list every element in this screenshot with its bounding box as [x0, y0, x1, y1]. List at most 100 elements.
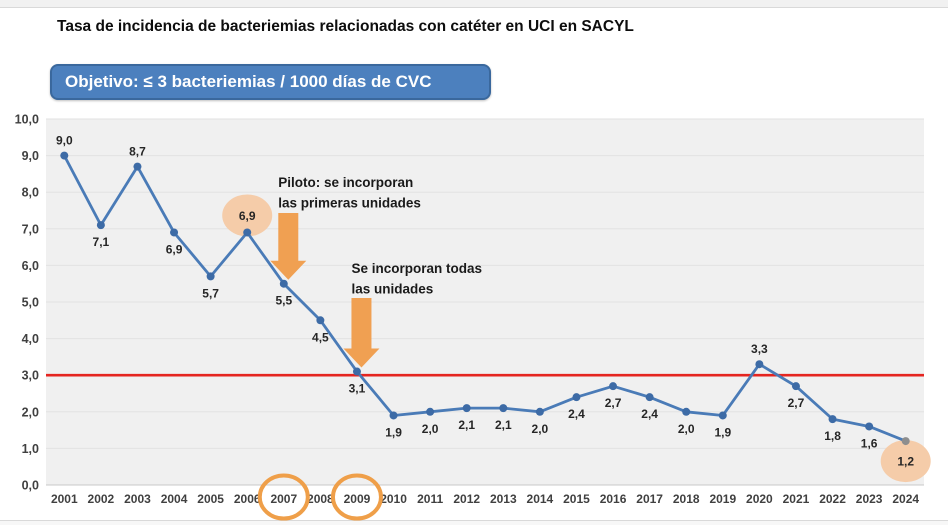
- data-point-2004: [170, 228, 179, 237]
- data-label-2015: 2,4: [568, 407, 585, 421]
- annotation-arrow-2007: [270, 213, 307, 280]
- data-point-2021: [791, 382, 800, 391]
- x-axis-tick-label: 2002: [88, 492, 115, 506]
- annotation-text-2007: las primeras unidades: [278, 196, 421, 211]
- data-point-2007: [279, 279, 288, 288]
- x-axis-tick-label: 2023: [856, 492, 883, 506]
- data-point-2022: [828, 415, 837, 424]
- x-axis-tick-label: 2020: [746, 492, 773, 506]
- x-axis-tick-label: 2018: [673, 492, 700, 506]
- data-label-2007: 5,5: [275, 294, 292, 308]
- y-axis-tick-label: 5,0: [22, 296, 39, 310]
- data-point-2001: [60, 151, 69, 160]
- data-label-2017: 2,4: [641, 407, 658, 421]
- x-axis-tick-label: 2022: [819, 492, 846, 506]
- highlight-circle-2006: [222, 194, 273, 237]
- y-axis-tick-label: 2,0: [22, 405, 39, 419]
- objective-banner: Objetivo: ≤ 3 bacteriemias / 1000 días d…: [50, 64, 491, 100]
- x-axis-tick-label: 2024: [892, 492, 919, 506]
- data-label-2001: 9,0: [56, 134, 73, 148]
- year-circle-2007: [257, 473, 310, 521]
- data-point-2019: [718, 411, 727, 420]
- x-axis-tick-label: 2003: [124, 492, 151, 506]
- data-label-2018: 2,0: [678, 422, 695, 436]
- data-point-2020: [755, 360, 764, 369]
- data-label-2004: 6,9: [166, 242, 183, 256]
- data-label-2020: 3,3: [751, 342, 768, 356]
- x-axis-tick-label: 2015: [563, 492, 590, 506]
- x-axis-tick-label: 2013: [490, 492, 517, 506]
- y-axis-tick-label: 1,0: [22, 442, 39, 456]
- data-point-2005: [206, 272, 215, 281]
- x-axis-tick-label: 2010: [380, 492, 407, 506]
- objective-label: Objetivo: ≤ 3 bacteriemias / 1000 días d…: [65, 72, 432, 91]
- x-axis-tick-label: 2009: [344, 492, 371, 506]
- x-axis-tick-label: 2019: [709, 492, 736, 506]
- annotation-text-2009: las unidades: [351, 282, 433, 297]
- chart-title: Tasa de incidencia de bacteriemias relac…: [57, 18, 634, 35]
- data-label-2010: 1,9: [385, 425, 402, 439]
- x-axis-tick-label: 2008: [307, 492, 334, 506]
- data-label-2019: 1,9: [714, 425, 731, 439]
- y-axis-tick-label: 4,0: [22, 332, 39, 346]
- series-line: [62, 154, 908, 443]
- x-axis-tick-label: 2014: [527, 492, 554, 506]
- x-axis-tick-label: 2011: [417, 492, 443, 506]
- data-point-2009: [352, 367, 361, 376]
- data-point-2006: [243, 228, 252, 237]
- data-point-2016: [609, 382, 618, 391]
- x-axis-tick-label: 2004: [161, 492, 188, 506]
- data-label-2023: 1,6: [861, 436, 878, 450]
- data-label-2003: 8,7: [129, 145, 146, 159]
- data-label-2012: 2,1: [458, 418, 475, 432]
- annotation-arrow-2009: [343, 298, 380, 368]
- data-label-2008: 4,5: [312, 330, 329, 344]
- x-axis-tick-label: 2017: [636, 492, 663, 506]
- y-axis-tick-label: 3,0: [22, 369, 39, 383]
- data-point-2003: [133, 162, 142, 171]
- data-label-2011: 2,0: [422, 422, 439, 436]
- annotation-text-2007: Piloto: se incorporan: [278, 175, 413, 190]
- x-axis-tick-label: 2005: [197, 492, 224, 506]
- data-label-2006: 6,9: [239, 209, 256, 223]
- data-label-2021: 2,7: [788, 396, 805, 410]
- data-label-2016: 2,7: [605, 396, 622, 410]
- data-point-2012: [462, 404, 471, 413]
- data-label-2009: 3,1: [349, 382, 366, 396]
- data-point-2011: [426, 407, 435, 416]
- data-point-2010: [389, 411, 398, 420]
- y-axis-tick-label: 10,0: [15, 113, 39, 127]
- annotation-text-2009: Se incorporan todas: [351, 261, 482, 276]
- data-label-2013: 2,1: [495, 418, 512, 432]
- data-point-2017: [645, 393, 654, 402]
- data-point-2002: [96, 221, 105, 230]
- y-axis-tick-label: 9,0: [22, 149, 39, 163]
- x-axis-tick-label: 2016: [600, 492, 627, 506]
- data-point-2024: [901, 437, 910, 446]
- data-label-2024: 1,2: [897, 455, 914, 469]
- x-axis-tick-label: 2007: [270, 492, 297, 506]
- data-label-2014: 2,0: [532, 422, 549, 436]
- x-axis-tick-label: 2001: [51, 492, 78, 506]
- x-axis-tick-label: 2021: [783, 492, 810, 506]
- data-point-2018: [682, 407, 691, 416]
- y-axis-tick-label: 6,0: [22, 259, 39, 273]
- data-point-2013: [499, 404, 508, 413]
- data-point-2008: [316, 316, 325, 325]
- y-axis-tick-label: 0,0: [22, 479, 39, 493]
- data-label-2005: 5,7: [202, 286, 219, 300]
- bottom-divider: [0, 520, 948, 525]
- data-point-2015: [572, 393, 581, 402]
- top-divider: [0, 0, 948, 8]
- year-circle-2009: [330, 473, 383, 521]
- data-label-2022: 1,8: [824, 429, 841, 443]
- x-axis-tick-label: 2012: [453, 492, 480, 506]
- y-axis-tick-label: 8,0: [22, 186, 39, 200]
- y-axis-tick-label: 7,0: [22, 222, 39, 236]
- data-point-2014: [535, 407, 544, 416]
- highlight-circle-2024: [880, 440, 931, 483]
- data-point-2023: [865, 422, 874, 431]
- data-label-2002: 7,1: [93, 235, 110, 249]
